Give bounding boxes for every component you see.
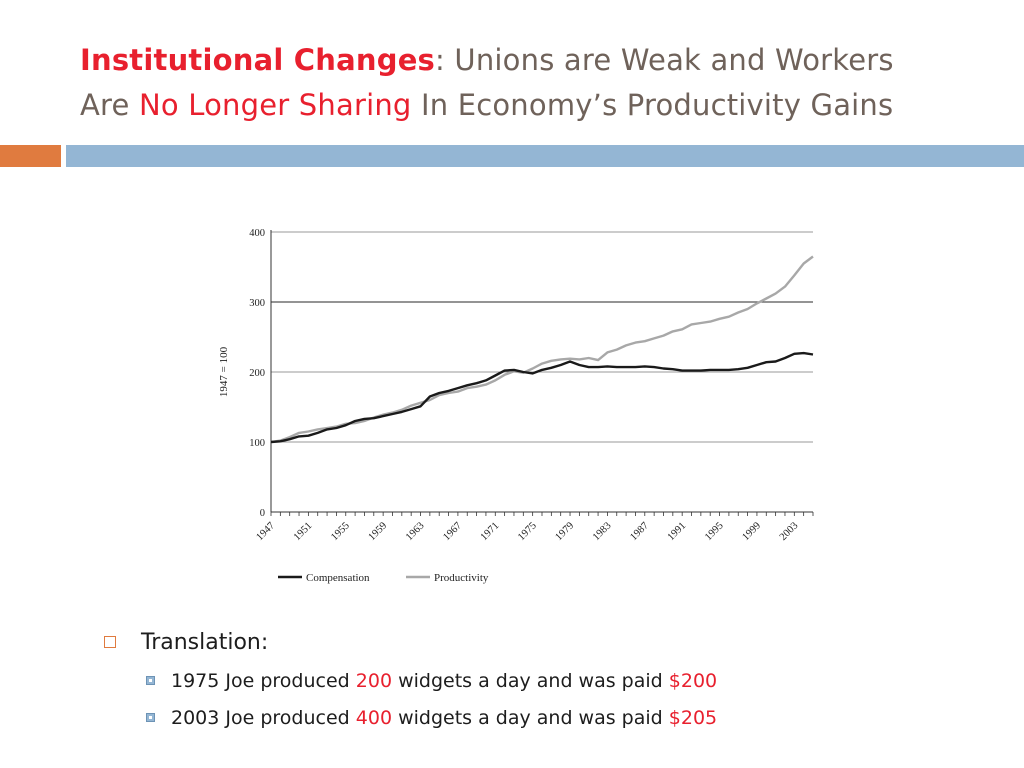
title-colon: : [435,43,455,77]
bullet-list: Translation: 1975 Joe produced 200 widge… [102,622,982,736]
sub-bullet-mid: widgets a day and was paid [392,706,669,729]
y-tick-label: 200 [249,368,265,379]
title-highlight-2: No Longer Sharing [138,88,412,122]
grid-layer [271,231,813,513]
x-tick-label: 1983 [591,520,614,543]
y-tick-label: 100 [249,438,265,449]
hollow-square-icon [104,636,116,648]
axis-layer: 0 100 200 300 400 1947 1951 1955 1959 1963 1967 197… [218,228,814,543]
title-highlight: Institutional Changes [80,43,436,77]
slide-title: Institutional Changes: Unions are Weak a… [80,38,1000,128]
x-tick-label: 1975 [516,520,539,543]
x-tick-label: 1967 [441,520,464,543]
x-tick-label: 1971 [479,520,502,543]
pay-amount: $200 [668,669,718,692]
line-chart: 0 100 200 300 400 1947 1951 1955 1959 1963 1967 197… [218,228,814,584]
y-axis-label: 1947 = 100 [218,346,230,397]
sub-bullet-text: 2003 Joe produced 400 widgets a day and … [171,707,717,729]
sub-bullet-mid: widgets a day and was paid [392,669,669,692]
y-tick-label: 400 [249,228,265,239]
x-tick-label: 1955 [329,520,352,543]
title-text: Unions are Weak and Workers [454,43,894,77]
sub-bullet-pre: 1975 Joe produced [171,669,356,692]
accent-bar-blue [66,145,1024,167]
series-line-compensation [270,351,814,444]
title-text-2: Are [80,88,139,122]
x-tick-label: 2003 [778,520,801,543]
sub-bullet-2003: 2003 Joe produced 400 widgets a day and … [146,699,982,736]
series-line-productivity [270,255,814,444]
bullet-translation: Translation: [102,622,982,662]
x-tick-label: 1963 [404,520,427,543]
widget-count: 200 [355,669,393,692]
title-text-3: In Economy’s Productivity Gains [411,88,894,122]
widget-count: 400 [355,706,393,729]
legend-label: Productivity [434,572,489,584]
bullet-label: Translation: [141,629,269,655]
y-tick-label: 0 [260,508,265,519]
sub-bullet-1975: 1975 Joe produced 200 widgets a day and … [146,662,982,699]
accent-bar-orange [0,145,61,167]
x-tick-label: 1947 [254,520,277,543]
square-bullet-icon [146,676,155,685]
square-bullet-icon [146,713,155,722]
pay-amount: $205 [668,706,718,729]
x-tick-label: 1995 [703,520,726,543]
legend-label: Compensation [306,572,370,584]
y-tick-label: 300 [249,298,265,309]
x-tick-label: 1951 [292,520,315,543]
x-tick-label: 1959 [367,520,390,543]
x-tick-label: 1979 [554,520,577,543]
sub-bullet-pre: 2003 Joe produced [171,706,356,729]
sub-bullet-text: 1975 Joe produced 200 widgets a day and … [171,670,717,692]
legend: Compensation Productivity [278,572,489,584]
x-tick-label: 1991 [666,520,689,543]
x-tick-label: 1987 [628,520,651,543]
series-layer [270,255,814,444]
x-tick-label: 1999 [740,520,763,543]
